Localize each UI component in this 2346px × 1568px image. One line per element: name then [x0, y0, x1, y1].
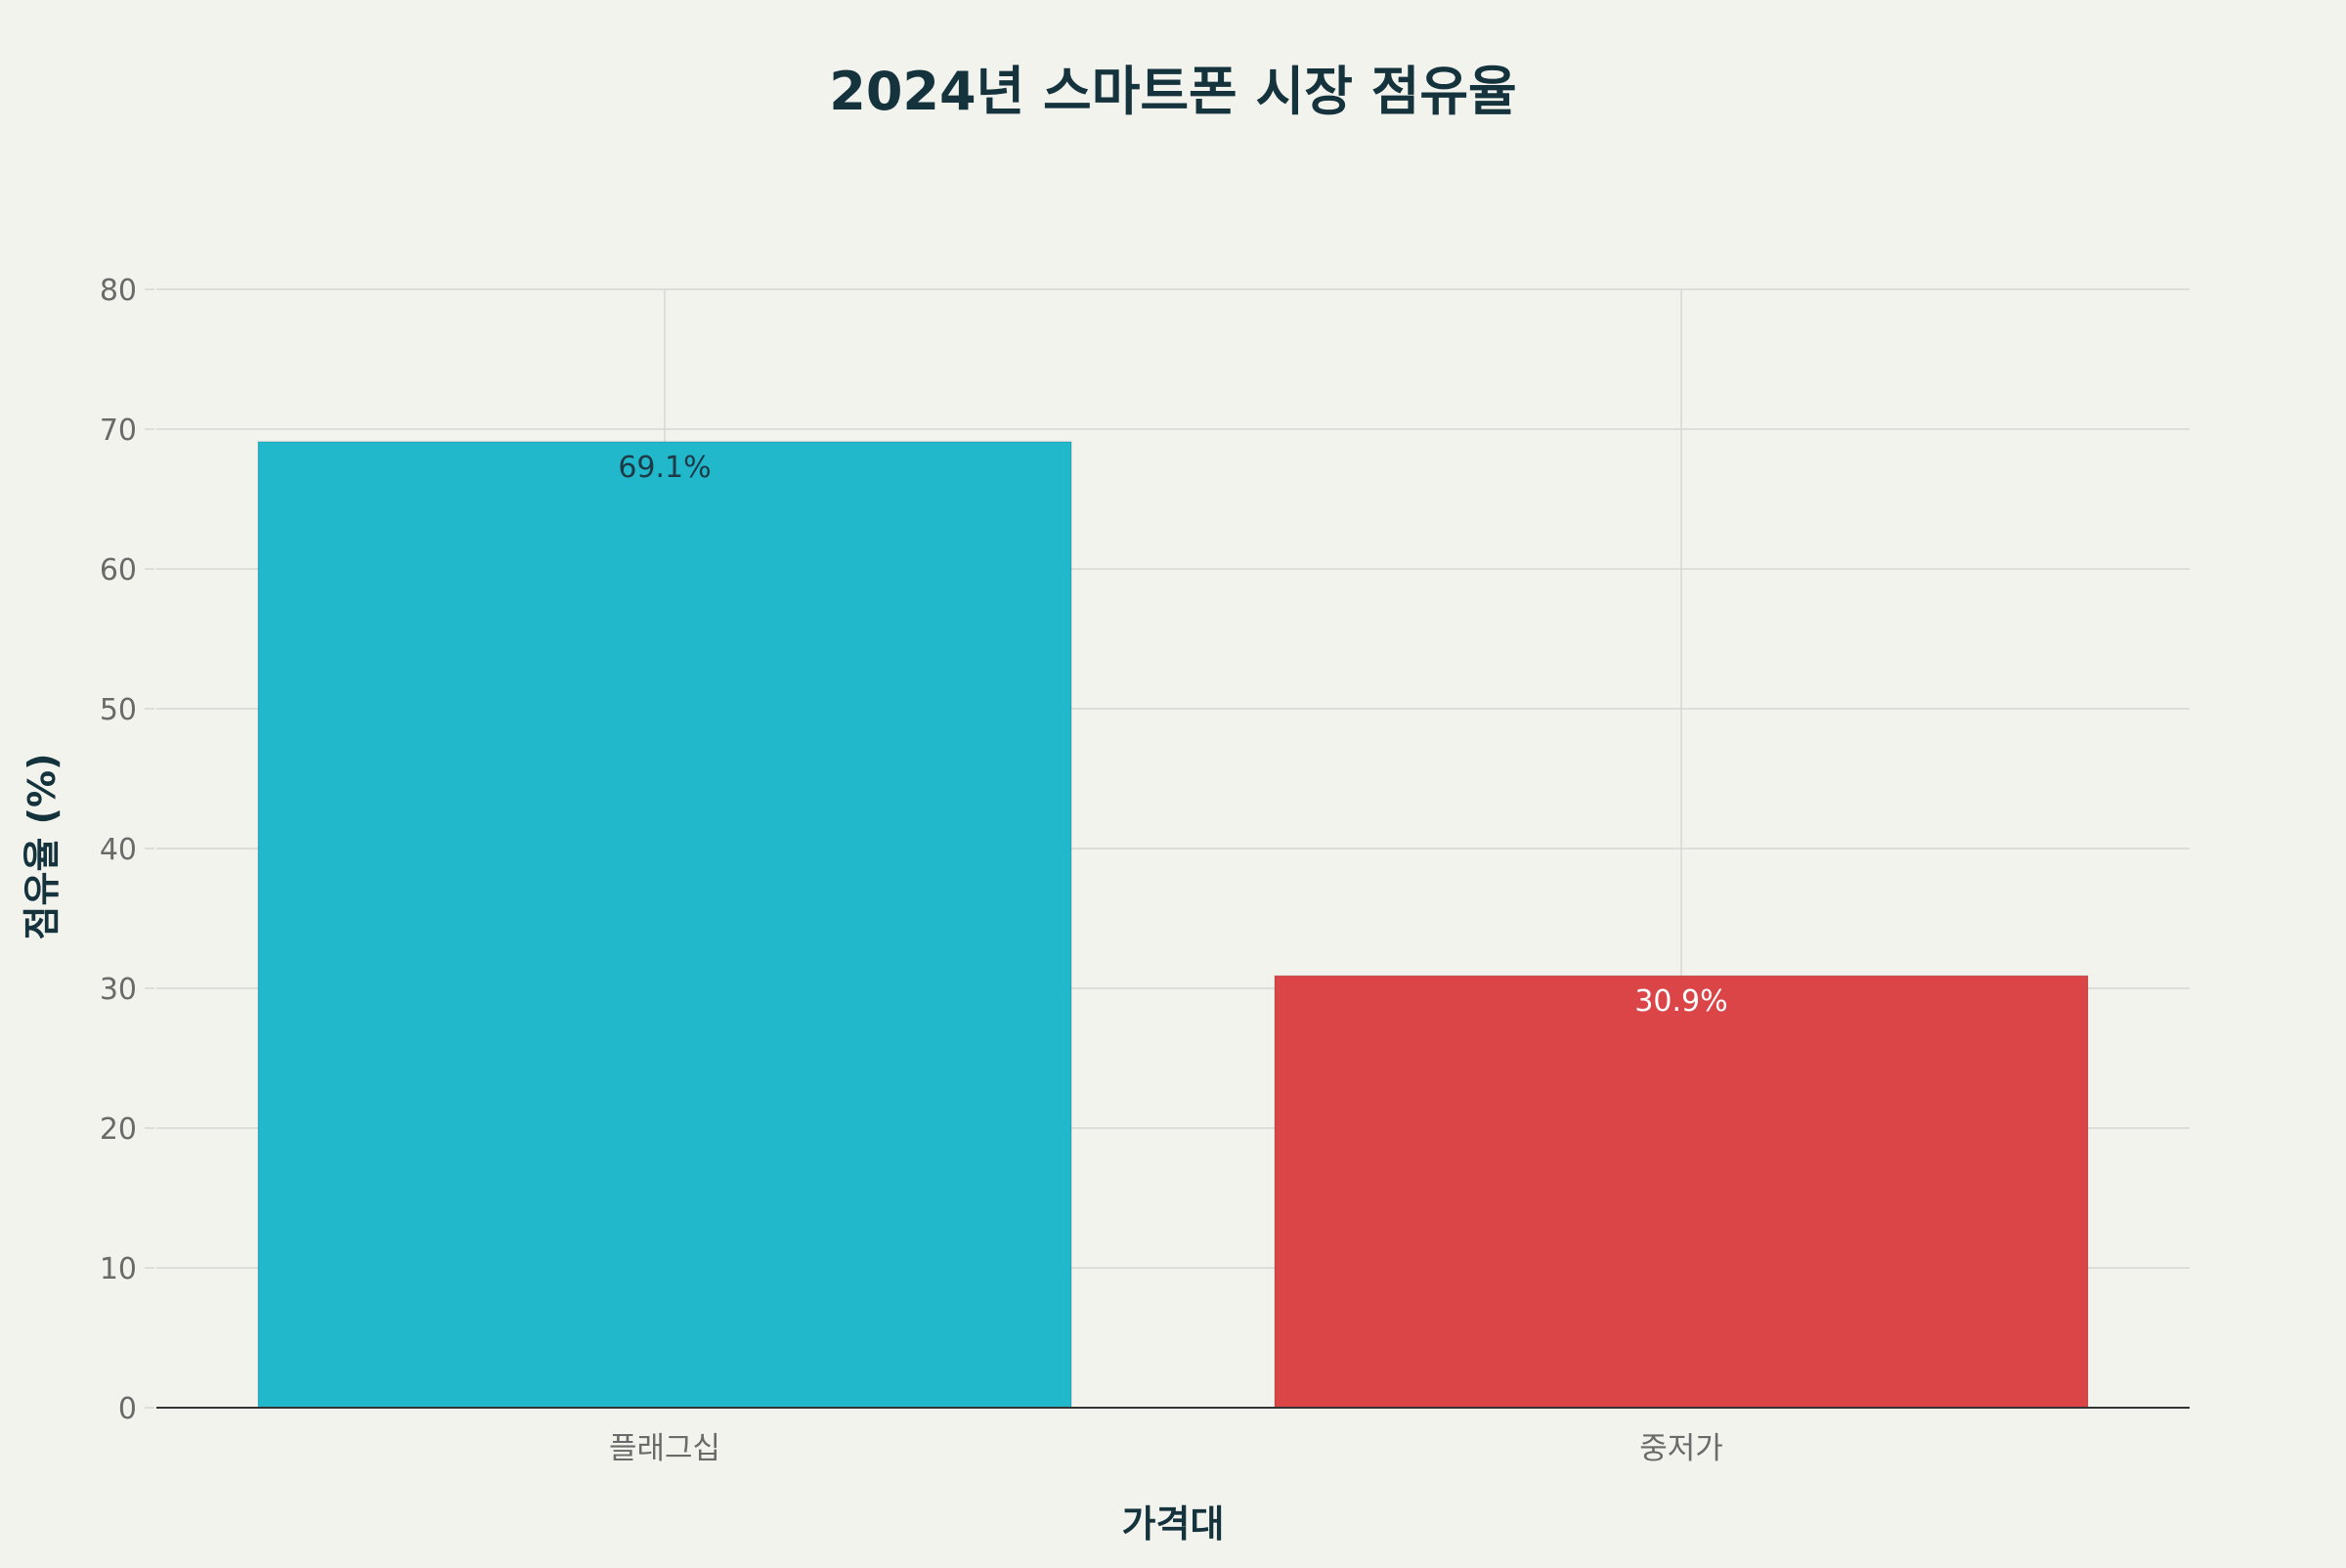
bar-1[interactable] [257, 441, 1072, 1409]
y-tick-label: 10 [100, 1252, 137, 1286]
y-axis-ticks: 0 10 20 30 40 50 60 70 80 [100, 274, 154, 1426]
y-tick-label: 60 [100, 553, 137, 588]
x-tick-label: 중저가 [1639, 1431, 1723, 1466]
value-labels: 69.1% 30.9% [618, 451, 1727, 1019]
y-tick-label: 80 [100, 274, 137, 308]
y-tick-label: 50 [100, 693, 137, 727]
value-label: 69.1% [618, 451, 711, 485]
y-tick-label: 0 [118, 1392, 137, 1426]
y-tick-label: 20 [100, 1112, 137, 1147]
x-axis-title: 가격대 [1122, 1503, 1225, 1546]
bar-2[interactable] [1274, 975, 2089, 1409]
x-tick-label: 플래그십 [609, 1431, 720, 1466]
bars [257, 441, 2089, 1409]
y-tick-label: 70 [100, 414, 137, 448]
chart-title: 2024년 스마트폰 시장 점유율 [829, 61, 1517, 122]
y-tick-label: 30 [100, 973, 137, 1007]
x-axis-ticks: 플래그십 중저가 [609, 1431, 1723, 1466]
value-label: 30.9% [1634, 984, 1727, 1019]
y-axis-title: 점유율 (%) [21, 754, 64, 940]
y-tick-label: 40 [100, 833, 137, 867]
